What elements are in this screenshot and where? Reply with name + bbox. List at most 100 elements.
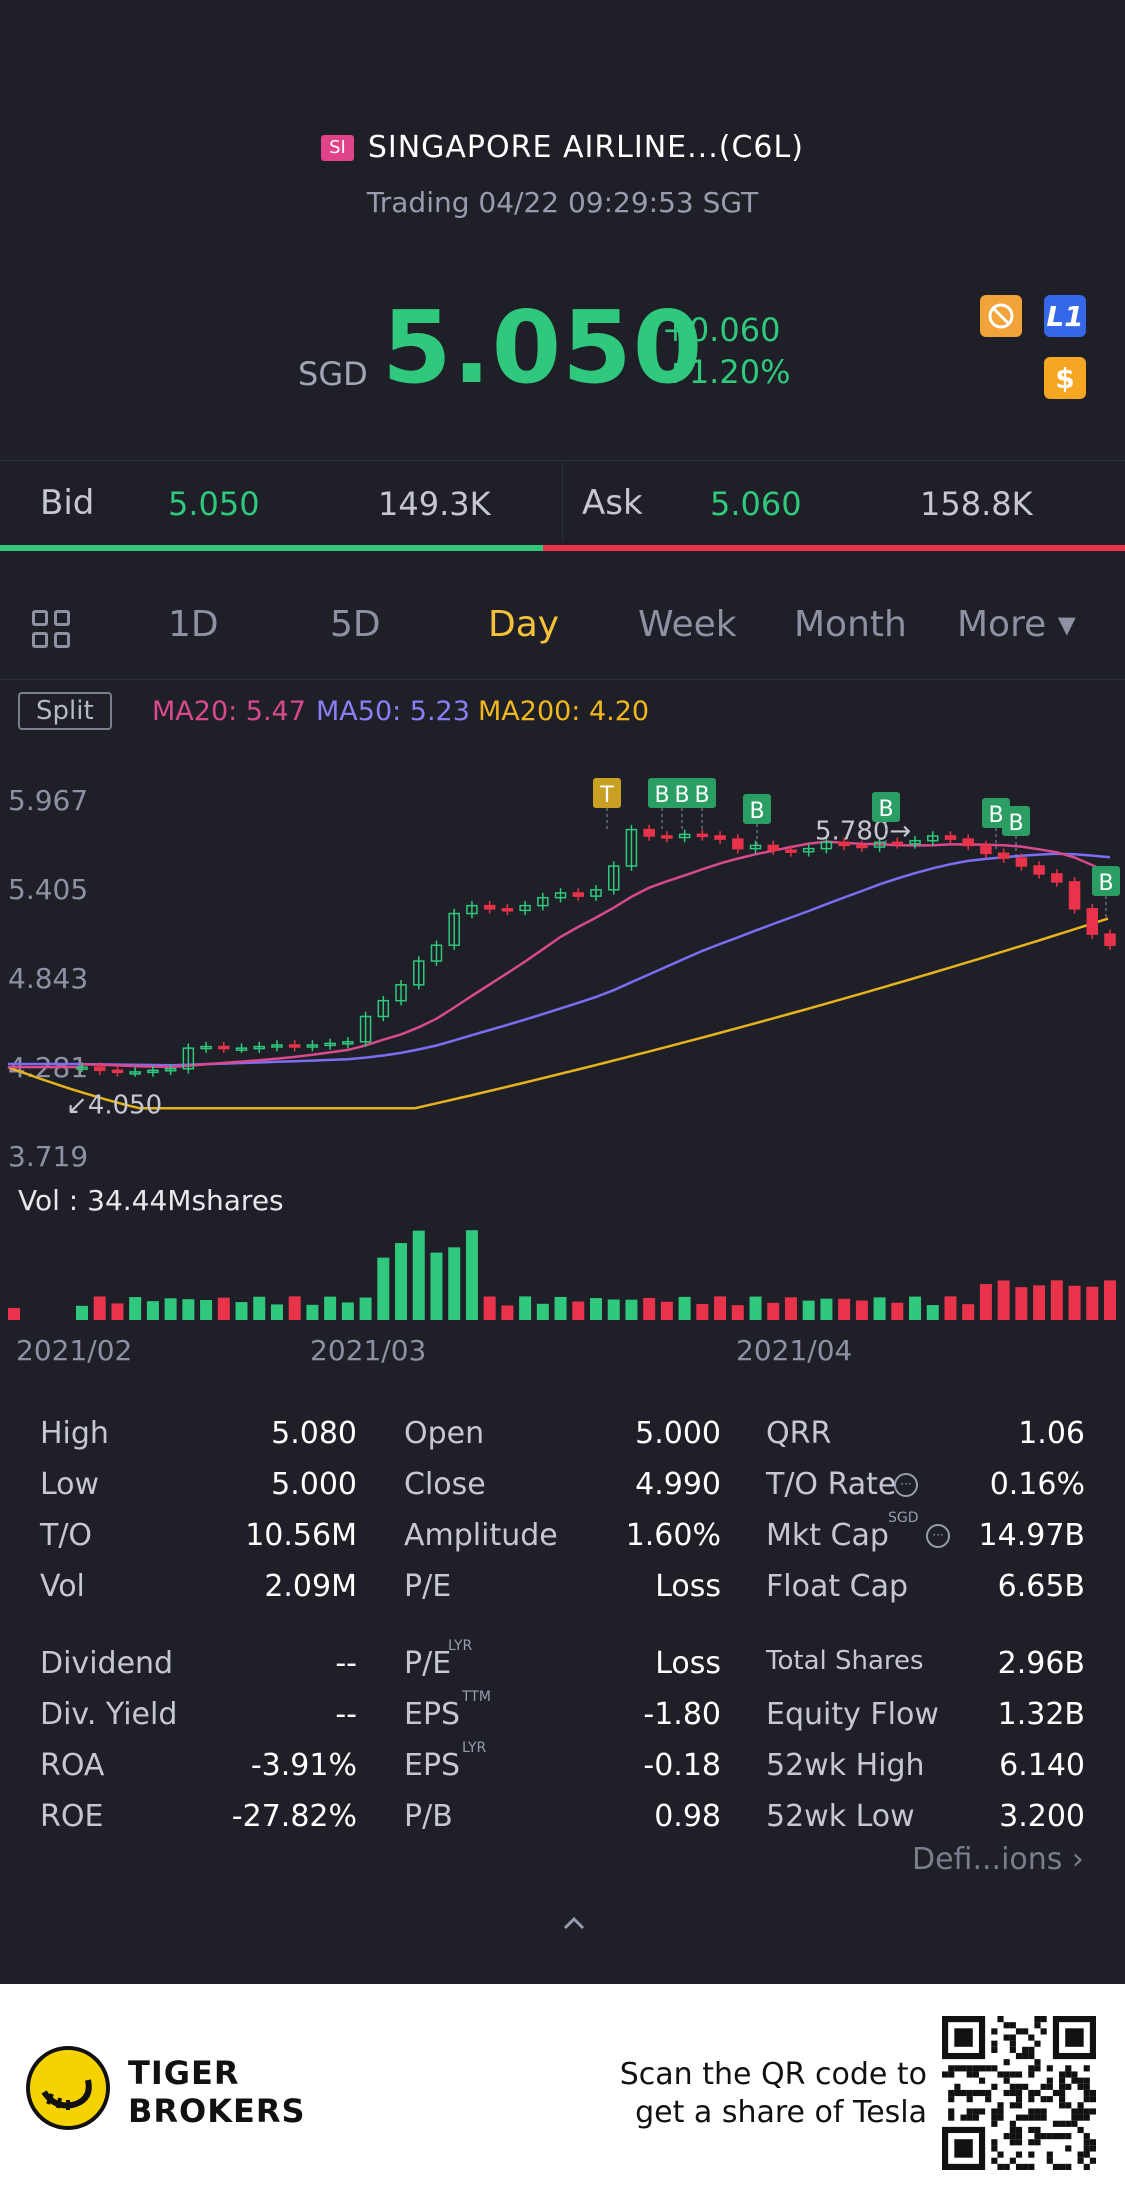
candle-body	[235, 1047, 248, 1051]
stat-label: Div. Yield	[40, 1697, 178, 1732]
stat-value: 5.080	[271, 1416, 357, 1451]
qr-module	[1059, 2089, 1066, 2097]
trade-marker	[1002, 806, 1030, 836]
qr-module	[1009, 2089, 1016, 2097]
qr-module	[1009, 2157, 1016, 2164]
tab-week[interactable]: Week	[638, 604, 737, 645]
qr-module	[1059, 2096, 1066, 2103]
qr-module	[1034, 2114, 1041, 2121]
tab-day[interactable]: Day	[488, 604, 560, 645]
title-row[interactable]: SI SINGAPORE AIRLINE...(C6L)	[0, 130, 1125, 165]
stat-value: 2.09M	[264, 1569, 357, 1604]
qr-module	[942, 2071, 949, 2078]
qr-module	[991, 2145, 998, 2152]
no-trade-icon[interactable]	[980, 295, 1022, 337]
qr-module	[978, 2108, 986, 2115]
price-chart[interactable]: 5.967 5.405 4.843 4.281 3.719 5.780→ ↙4.050 T B B…	[0, 760, 1125, 1380]
qr-code-icon[interactable]	[942, 2016, 1096, 2170]
qr-module	[1065, 2071, 1072, 2078]
qr-module	[1009, 2040, 1016, 2047]
stat-label: Mkt Cap	[766, 1518, 889, 1553]
qr-module	[948, 2089, 955, 2097]
volume-bar	[1104, 1280, 1116, 1320]
qr-module	[1065, 2120, 1072, 2127]
volume-bar	[341, 1302, 354, 1320]
qr-module	[1083, 2108, 1090, 2115]
qr-module	[1022, 2083, 1029, 2090]
qr-module	[1077, 2151, 1084, 2158]
stock-title[interactable]: SINGAPORE AIRLINE...(C6L)	[367, 130, 804, 165]
volume-bar	[1015, 1287, 1028, 1320]
volume-bar	[820, 1298, 833, 1320]
volume-bar	[395, 1243, 408, 1320]
qr-module	[1034, 2022, 1041, 2029]
candle-body	[767, 844, 779, 851]
candle-body	[448, 912, 460, 946]
dollar-icon[interactable]: $	[1044, 357, 1086, 399]
qr-module	[1028, 2089, 1035, 2097]
qr-module	[991, 2108, 998, 2115]
candle-body	[306, 1044, 319, 1048]
y-tick-label: 3.719	[8, 1140, 88, 1173]
qr-module	[1003, 2133, 1010, 2140]
qr-module	[1089, 2145, 1096, 2152]
qr-module	[1028, 2126, 1035, 2134]
volume-bar	[324, 1296, 337, 1320]
grid-layout-icon[interactable]	[32, 610, 72, 650]
qr-module	[1015, 2151, 1023, 2158]
candle-body	[466, 904, 478, 915]
split-button[interactable]: Split	[18, 692, 112, 730]
qr-module	[1034, 2059, 1041, 2066]
tab-1d[interactable]: 1D	[168, 604, 219, 645]
tab-more[interactable]: More ▾	[957, 604, 1076, 645]
volume-bar	[111, 1303, 124, 1320]
qr-module	[1022, 2163, 1029, 2170]
qr-module	[954, 2089, 961, 2097]
tab-month[interactable]: Month	[794, 604, 907, 645]
stat-label: Total Shares	[766, 1646, 924, 1676]
qr-module	[1077, 2108, 1084, 2115]
stat-value: -3.91%	[250, 1748, 357, 1783]
qr-module	[1046, 2151, 1053, 2158]
volume-bar	[660, 1301, 673, 1320]
marker-label: B	[694, 783, 709, 808]
qr-module	[1034, 2108, 1041, 2115]
qr-module	[1028, 2163, 1035, 2170]
info-icon[interactable]: ···	[894, 1473, 918, 1497]
qr-module	[1022, 2046, 1029, 2053]
collapse-chevron-icon[interactable]	[562, 1912, 586, 1936]
tab-5d[interactable]: 5D	[330, 604, 381, 645]
stat-value: 6.65B	[997, 1569, 1085, 1604]
qr-module	[1071, 2071, 1078, 2078]
promo-banner[interactable]: TIGER BROKERS Scan the QR code to get a …	[0, 1984, 1125, 2198]
qr-module	[1065, 2028, 1084, 2047]
bid-qty: 149.3K	[378, 485, 491, 523]
definitions-link[interactable]: Defi...ions ›	[912, 1842, 1084, 1877]
stat-value: -1.80	[643, 1697, 721, 1732]
qr-module	[1065, 2102, 1072, 2109]
volume-bar	[465, 1230, 478, 1320]
marker-label: B	[1008, 811, 1023, 836]
qr-module	[1059, 2083, 1066, 2090]
candle-body	[1033, 865, 1045, 875]
y-tick-label: 5.405	[8, 873, 88, 906]
info-icon[interactable]: ···	[926, 1524, 950, 1548]
stat-value: 5.000	[271, 1467, 357, 1502]
exchange-badge: SI	[321, 134, 354, 161]
candle-body	[997, 852, 1010, 859]
candle-body	[395, 984, 407, 1002]
qr-module	[1083, 2083, 1090, 2090]
stat-label: P/E	[404, 1646, 452, 1681]
level1-icon[interactable]: L1	[1044, 295, 1086, 337]
qr-module	[1028, 2096, 1035, 2103]
qr-module	[1028, 2114, 1035, 2121]
qr-module	[1046, 2077, 1053, 2084]
qr-module	[1046, 2065, 1053, 2072]
qr-module	[966, 2114, 973, 2121]
bid-price: 5.050	[168, 485, 260, 523]
qr-module	[1009, 2126, 1016, 2134]
candle-body	[696, 833, 709, 838]
volume-bar	[430, 1252, 443, 1320]
candle-body	[342, 1041, 354, 1045]
